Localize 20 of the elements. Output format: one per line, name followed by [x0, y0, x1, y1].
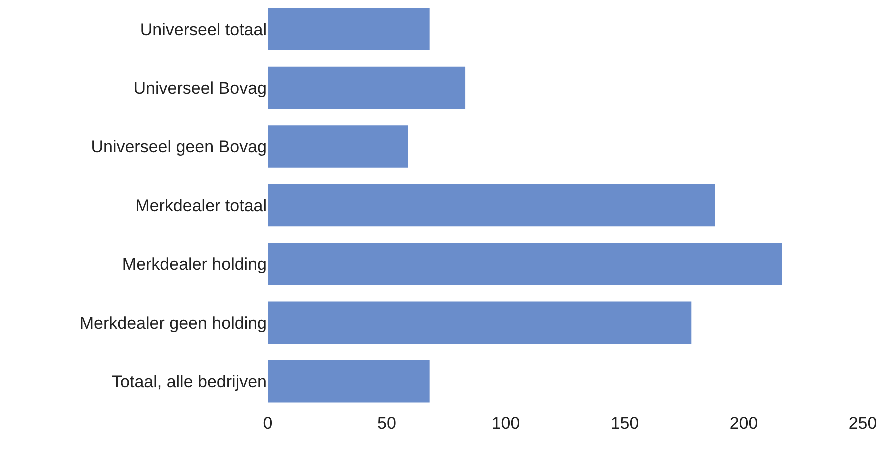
x-tick-label: 200: [730, 414, 758, 433]
bar: [268, 126, 408, 168]
y-tick-label: Merkdealer holding: [122, 255, 267, 274]
bar: [268, 66, 466, 110]
y-tick-label: Totaal, alle bedrijven: [112, 372, 267, 392]
bar: [268, 360, 430, 403]
x-tick-label: 150: [610, 414, 640, 433]
bar: [268, 243, 782, 286]
bar: [268, 184, 716, 227]
y-tick-label: Universeel totaal: [140, 20, 267, 40]
y-tick-label: Merkdealer totaal: [136, 196, 267, 216]
bar: [268, 8, 430, 50]
y-tick-label: Universeel Bovag: [134, 79, 267, 98]
x-tick-label: 0: [263, 414, 273, 433]
x-tick-label: 250: [848, 414, 878, 433]
y-tick-label: Universeel geen Bovag: [91, 138, 267, 157]
y-tick-label: Merkdealer geen holding: [80, 314, 267, 333]
x-tick-label: 50: [378, 414, 396, 433]
bar: [268, 302, 692, 344]
x-tick-label: 100: [492, 414, 520, 433]
